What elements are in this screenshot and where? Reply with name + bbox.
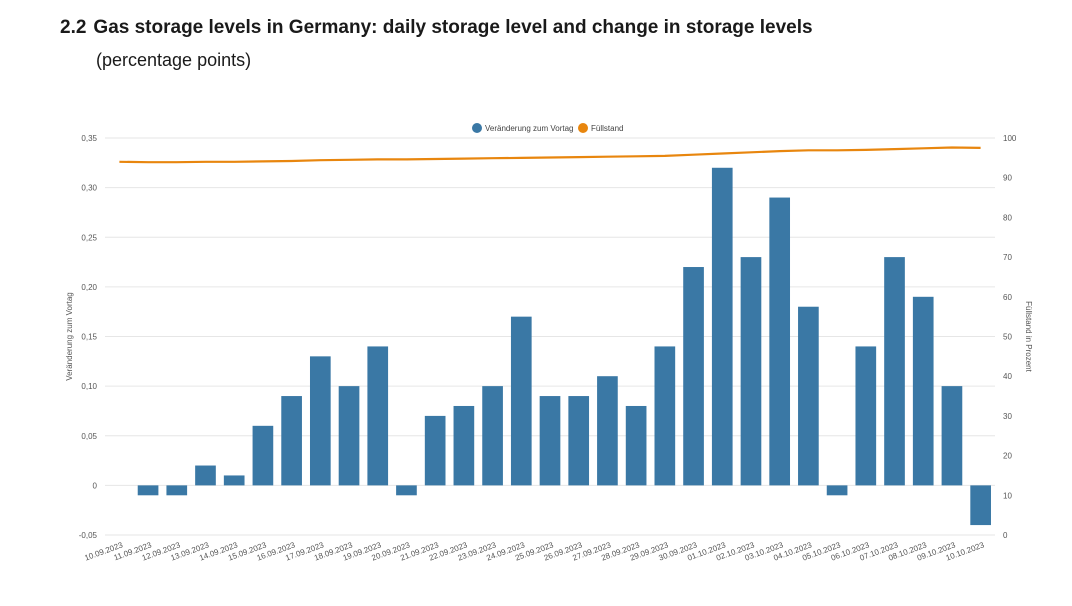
y-left-tick-label: 0,30 [81, 184, 97, 193]
bar [941, 386, 963, 486]
bar [855, 346, 877, 486]
bar [338, 386, 360, 486]
y-left-tick-label: 0,25 [81, 233, 97, 242]
bar [453, 405, 475, 486]
y-left-tick-label: 0,35 [81, 134, 97, 143]
y-left-tick-label: 0,20 [81, 283, 97, 292]
y-right-tick-label: 0 [1003, 531, 1008, 540]
bar [884, 257, 905, 486]
y-right-tick-label: 50 [1003, 333, 1012, 342]
y-left-tick-label: -0,05 [79, 531, 98, 540]
bar [166, 485, 188, 496]
y-right-axis-label: Füllstand in Prozent [1024, 301, 1033, 372]
y-right-tick-label: 100 [1003, 134, 1017, 143]
section-number: 2.2 [60, 17, 87, 38]
y-right-tick-label: 10 [1003, 491, 1012, 500]
y-right-tick-label: 90 [1003, 174, 1012, 183]
bar [654, 346, 676, 486]
bar [970, 485, 991, 526]
bar [769, 197, 791, 486]
chart-subtitle: (percentage points) [96, 50, 252, 70]
title-text: Gas storage levels in Germany: daily sto… [93, 17, 813, 38]
y-left-tick-label: 0 [93, 481, 98, 490]
bar [424, 415, 446, 486]
bar [683, 267, 704, 486]
y-left-tick-label: 0,15 [81, 333, 97, 342]
y-right-tick-label: 60 [1003, 293, 1012, 302]
bar [510, 316, 532, 486]
legend-label-bar: Veränderung zum Vortag [485, 124, 574, 133]
bar [826, 485, 848, 496]
legend-label-line: Füllstand [591, 124, 623, 133]
y-right-tick-label: 30 [1003, 412, 1012, 421]
bar [281, 396, 302, 486]
bar [223, 475, 245, 486]
bar [798, 306, 819, 486]
bar [539, 396, 561, 486]
series-line-fuellstand [119, 146, 981, 164]
bar [195, 465, 216, 486]
y-left-tick-label: 0,10 [81, 382, 97, 391]
bar [367, 346, 389, 486]
chart-title: 2.2 Gas storage levels in Germany: daily … [60, 17, 813, 39]
bar [912, 296, 934, 486]
bar [137, 485, 159, 496]
bar [711, 167, 733, 486]
y-left-axis-label: Veränderung zum Vortag [65, 292, 74, 381]
y-right-tick-label: 20 [1003, 452, 1012, 461]
y-left-tick-label: 0,05 [81, 432, 97, 441]
bar [309, 356, 331, 486]
bar [597, 376, 618, 486]
bar [252, 425, 274, 486]
legend-marker-line [578, 123, 588, 133]
bar [396, 485, 417, 496]
y-right-tick-label: 80 [1003, 213, 1012, 222]
bar [625, 405, 647, 486]
bar [740, 257, 762, 486]
bar [482, 386, 503, 486]
bar [568, 396, 590, 486]
y-right-tick-label: 40 [1003, 372, 1012, 381]
y-right-tick-label: 70 [1003, 253, 1012, 262]
legend-marker-bar [472, 123, 482, 133]
